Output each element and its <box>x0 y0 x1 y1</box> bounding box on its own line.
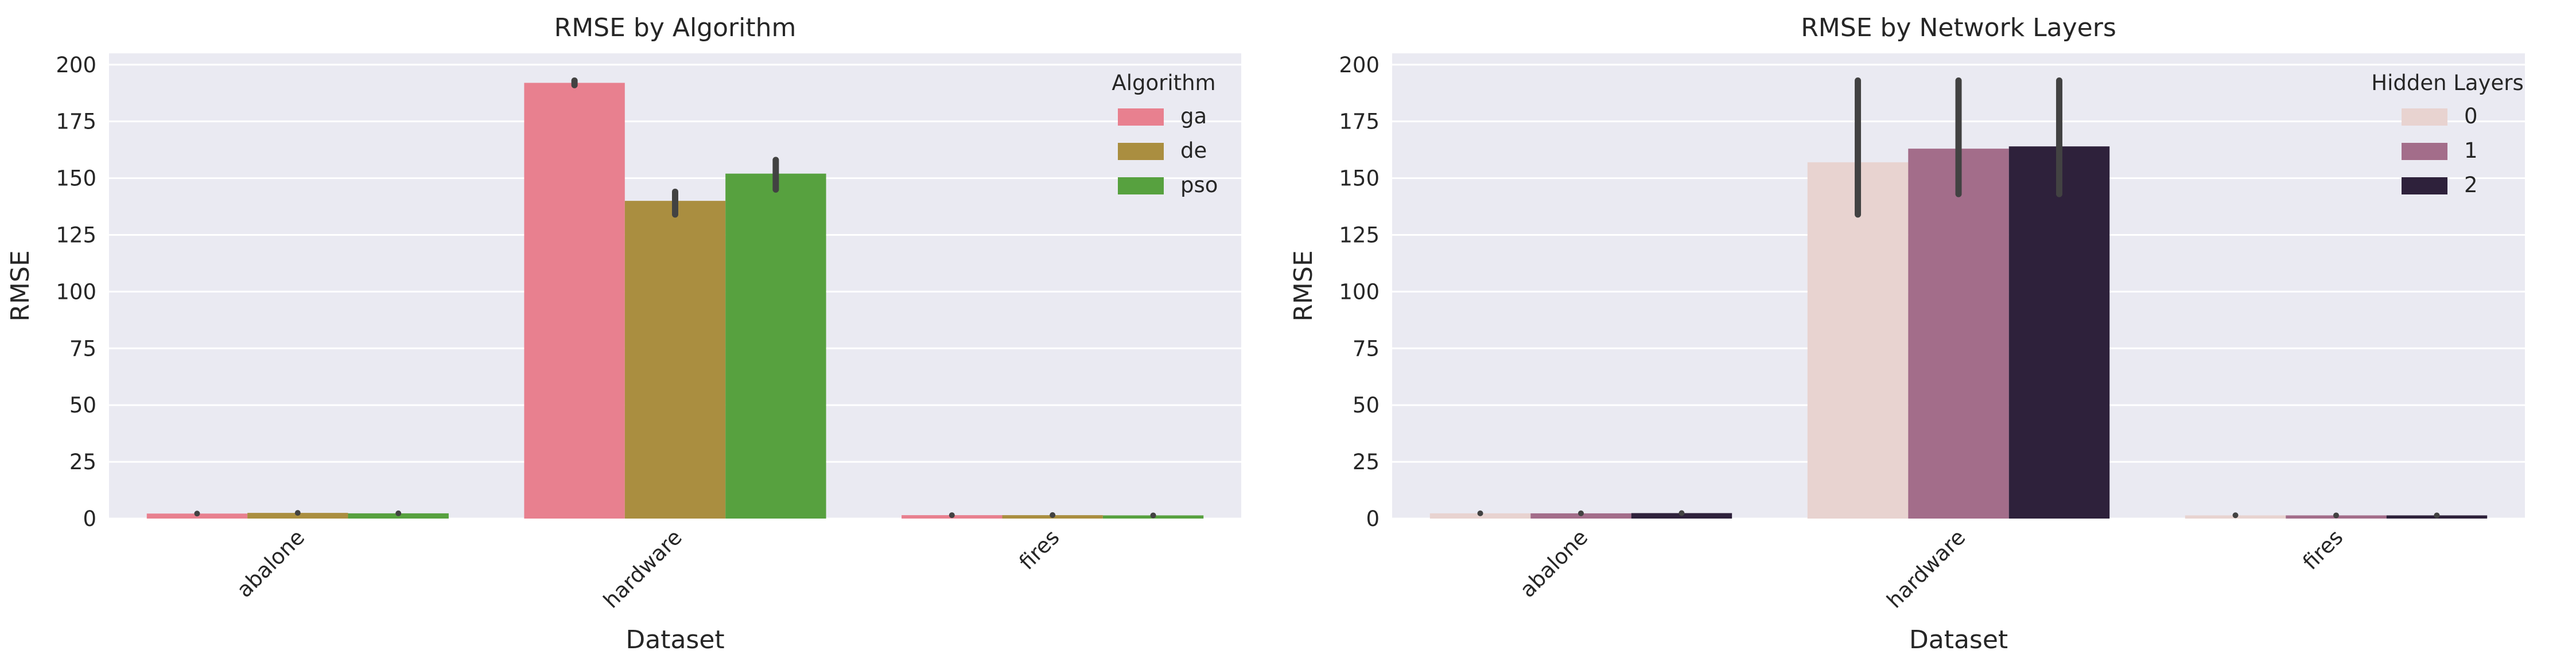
legend-swatch-2 <box>2402 177 2447 194</box>
legend-swatch-0 <box>2402 108 2447 126</box>
y-tick-label: 125 <box>1339 223 1380 247</box>
y-tick-label: 0 <box>83 507 96 531</box>
y-tick-label: 100 <box>1339 279 1380 304</box>
legend-label-ga: ga <box>1180 104 1207 128</box>
legend-swatch-de <box>1118 143 1164 160</box>
y-tick-label: 25 <box>1353 450 1380 474</box>
legend-swatch-ga <box>1118 108 1164 126</box>
legend-swatch-pso <box>1118 177 1164 194</box>
bar-1-hardware <box>1908 149 2009 519</box>
legend-label-1: 1 <box>2464 138 2478 163</box>
legend-label-de: de <box>1180 138 1207 163</box>
bar-de-hardware <box>624 201 726 519</box>
bar-2-hardware <box>2008 146 2110 519</box>
y-tick-label: 150 <box>1339 166 1380 191</box>
error-bar-2-fires <box>2434 512 2440 519</box>
legend-label-2: 2 <box>2464 173 2478 197</box>
error-bar-de-fires <box>1050 512 1056 518</box>
error-bar-de-abalone <box>294 510 301 516</box>
bar-pso-hardware <box>725 173 826 519</box>
legend-title: Hidden Layers <box>2371 71 2524 95</box>
legend-label-0: 0 <box>2464 104 2478 128</box>
error-bar-0-abalone <box>1477 510 1483 516</box>
y-axis-label: RMSE <box>6 250 35 321</box>
bar-0-hardware <box>1807 162 1909 519</box>
error-bar-pso-fires <box>1150 512 1156 519</box>
chart-title: RMSE by Network Layers <box>1801 13 2116 42</box>
y-tick-label: 125 <box>56 223 96 247</box>
y-tick-label: 75 <box>69 336 96 361</box>
chart-title: RMSE by Algorithm <box>554 13 796 42</box>
error-bar-0-fires <box>2232 512 2239 519</box>
error-bar-ga-fires <box>949 512 955 519</box>
legend-label-pso: pso <box>1180 173 1218 197</box>
y-tick-label: 200 <box>56 53 96 77</box>
bar-ga-hardware <box>524 83 625 519</box>
y-tick-label: 75 <box>1353 336 1380 361</box>
y-tick-label: 175 <box>56 110 96 134</box>
error-bar-1-fires <box>2333 512 2339 519</box>
y-tick-label: 100 <box>56 279 96 304</box>
legend-swatch-1 <box>2402 143 2447 160</box>
error-bar-2-abalone <box>1679 510 1685 516</box>
x-axis-label: Dataset <box>1909 625 2008 655</box>
y-tick-label: 175 <box>1339 110 1380 134</box>
y-tick-label: 200 <box>1339 53 1380 77</box>
x-axis-label: Dataset <box>625 625 724 655</box>
legend: Hidden Layers 0 1 2 <box>2371 71 2524 197</box>
y-tick-label: 25 <box>69 450 96 474</box>
y-tick-label: 50 <box>1353 393 1380 418</box>
error-bar-pso-abalone <box>395 510 402 516</box>
legend-title: Algorithm <box>1112 71 1215 95</box>
error-bar-ga-abalone <box>194 511 200 517</box>
legend: Algorithm ga de pso <box>1112 71 1218 197</box>
y-tick-label: 50 <box>69 393 96 418</box>
y-tick-label: 150 <box>56 166 96 191</box>
error-bar-1-abalone <box>1578 510 1584 516</box>
y-tick-label: 0 <box>1366 507 1380 531</box>
y-axis-label: RMSE <box>1289 250 1318 321</box>
